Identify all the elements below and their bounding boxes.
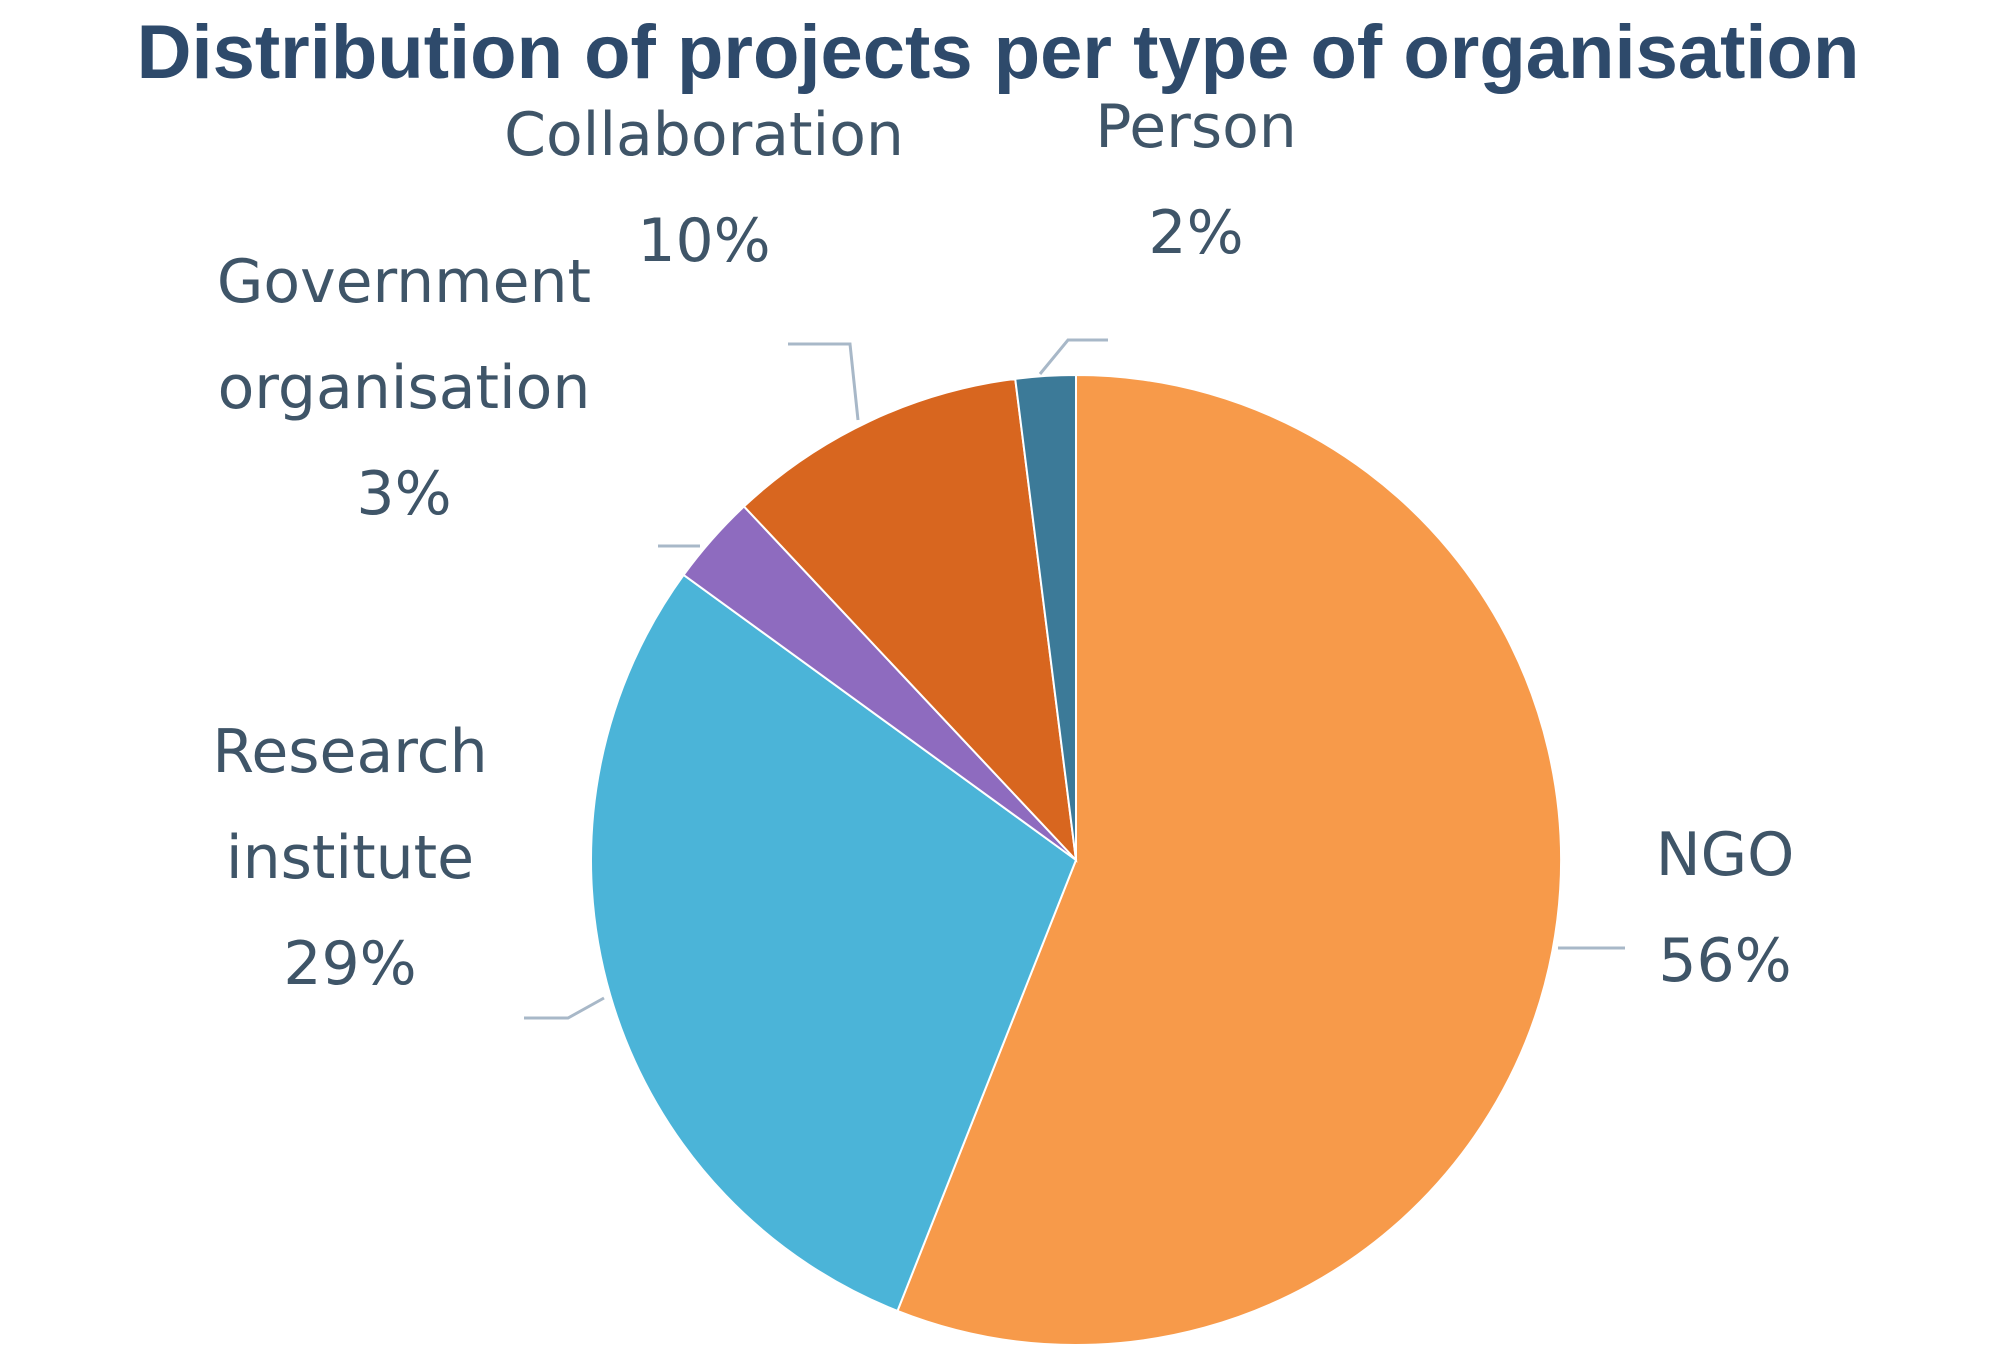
pie-slice-research-institute — [590, 573, 1078, 1313]
slice-category-label: Person — [1095, 92, 1297, 162]
slice-percent-label: 29% — [283, 929, 416, 999]
slice-label-research-institute: Research institute 29% — [212, 717, 487, 999]
pie-slice-person — [1014, 373, 1077, 861]
slice-label-collaboration: Collaboration 10% — [504, 100, 904, 276]
slice-percent-label: 3% — [356, 459, 451, 529]
pie-slice-collaboration — [742, 377, 1078, 863]
slice-category-label: institute — [226, 823, 474, 893]
slice-category-label: NGO — [1656, 820, 1795, 890]
leader-lines — [524, 338, 1625, 1020]
slice-category-label: Government — [217, 247, 591, 317]
pie-slices — [590, 373, 1562, 1346]
pie-slice-ngo — [896, 373, 1562, 1346]
chart-title: Distribution of projects per type of org… — [137, 10, 1860, 95]
slice-percent-label: 2% — [1148, 198, 1243, 268]
slice-label-person: Person 2% — [1095, 92, 1297, 268]
slice-percent-label: 10% — [637, 206, 770, 276]
leader-line-collaboration — [788, 342, 860, 421]
leader-line-person — [1038, 338, 1108, 375]
slice-labels: NGO 56% Research institute 29% Government orga… — [212, 92, 1794, 999]
slice-label-government-organisation: Government organisation 3% — [217, 247, 591, 529]
slice-category-label: organisation — [218, 353, 591, 423]
slice-label-ngo: NGO 56% — [1656, 820, 1795, 996]
slice-category-label: Collaboration — [504, 100, 904, 170]
leader-line-research-institute — [524, 996, 605, 1020]
slice-percent-label: 56% — [1658, 926, 1791, 996]
slice-category-label: Research — [212, 717, 487, 787]
